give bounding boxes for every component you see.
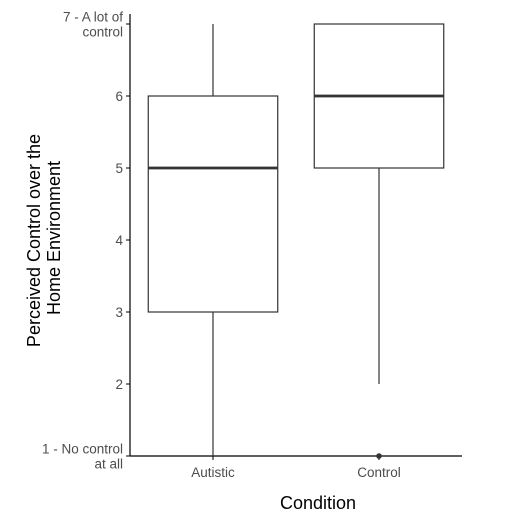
y-tick-label: 7 - A lot of control	[63, 10, 123, 40]
y-tick-label: 3	[115, 305, 123, 320]
y-tick-label: 2	[115, 377, 123, 392]
iqr-box	[147, 95, 279, 313]
y-tick-label-line: 1 - No control	[42, 442, 123, 457]
y-tick-label-line: at all	[94, 457, 123, 472]
x-tick-label: Autistic	[191, 465, 235, 480]
y-axis-title-line-2: Home Environment	[44, 161, 64, 315]
box-autistic	[147, 24, 279, 456]
y-tick-label-line: control	[82, 25, 123, 40]
y-tick-label: 6	[115, 89, 123, 104]
y-axis-title: Perceived Control over the Home Environm…	[24, 129, 64, 347]
y-axis-title-line-1: Perceived Control over the	[24, 134, 44, 347]
outlier-point	[376, 453, 382, 459]
y-tick-label: 1 - No control at all	[42, 442, 123, 472]
boxes	[147, 23, 445, 459]
y-tick-label-line: 5	[115, 161, 123, 176]
y-tick-label-line: 2	[115, 377, 123, 392]
y-tick-label-line: 7 - A lot of	[63, 10, 123, 25]
x-axis-title: Condition	[280, 493, 356, 513]
box-control	[313, 23, 445, 459]
y-tick-label-line: 6	[115, 89, 123, 104]
y-tick-label: 5	[115, 161, 123, 176]
y-tick-label: 4	[115, 233, 123, 248]
x-axis: Autistic Control	[130, 455, 462, 480]
y-tick-label-line: 3	[115, 305, 123, 320]
y-tick-label-line: 4	[115, 233, 123, 248]
y-axis: 1 - No control at all 2 3 4 5 6 7 - A lot of con…	[42, 10, 131, 472]
x-tick-label: Control	[357, 465, 401, 480]
